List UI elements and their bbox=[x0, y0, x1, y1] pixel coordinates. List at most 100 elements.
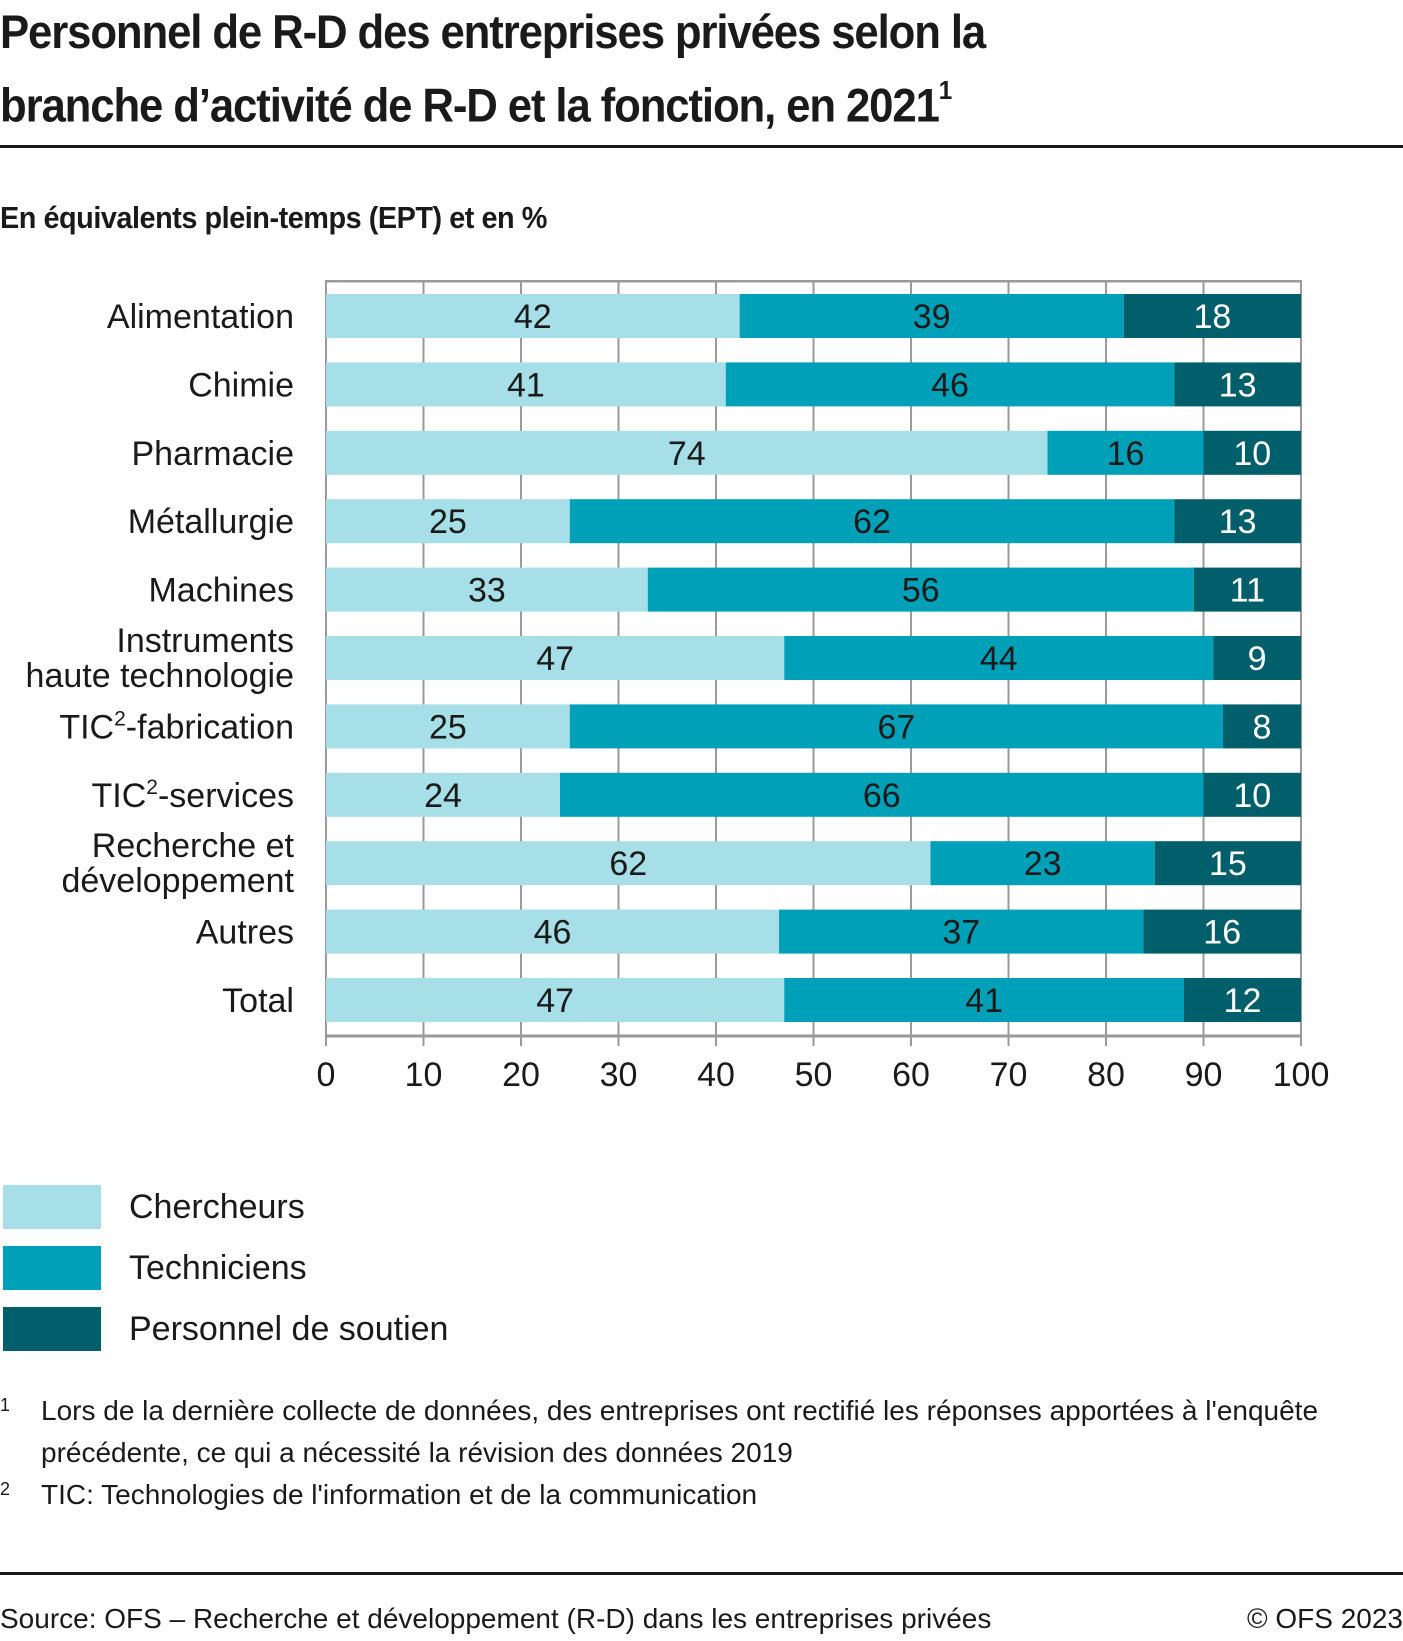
bars: 42 39 18 41 46 13 74 16 10 25 62 13 33 56 11 47 44 9 25 67 8… bbox=[326, 294, 1301, 1022]
category-label: Machines bbox=[148, 572, 294, 610]
data-label: 44 bbox=[980, 640, 1018, 678]
x-tick-label: 20 bbox=[502, 1056, 540, 1094]
footnote-1: 1 Lors de la dernière collecte de donnée… bbox=[0, 1390, 1403, 1474]
bar-segment bbox=[326, 499, 570, 544]
title-line-2: branche d’activité de R-D et la fonction… bbox=[0, 64, 1305, 138]
category-label: Chimie bbox=[188, 366, 294, 404]
legend-swatch-techniciens bbox=[3, 1246, 101, 1290]
bar-segment bbox=[725, 362, 1175, 407]
category-label: Total bbox=[222, 982, 294, 1020]
category-label: Instruments bbox=[116, 622, 294, 660]
bar-segment bbox=[739, 294, 1124, 338]
bar-segment bbox=[647, 567, 1194, 612]
bar-segment bbox=[326, 978, 785, 1022]
x-tick-label: 70 bbox=[990, 1056, 1028, 1094]
data-label: 41 bbox=[965, 982, 1003, 1020]
legend-label: Chercheurs bbox=[129, 1187, 305, 1226]
data-label: 9 bbox=[1248, 640, 1267, 678]
data-label: 67 bbox=[877, 708, 915, 746]
data-label: 33 bbox=[468, 572, 506, 610]
bar-segment bbox=[560, 772, 1204, 817]
data-label: 66 bbox=[863, 777, 901, 815]
bar-segment bbox=[326, 704, 570, 749]
x-tick-label: 50 bbox=[795, 1056, 833, 1094]
bar-segment bbox=[1193, 567, 1301, 612]
data-label: 18 bbox=[1193, 298, 1231, 336]
data-label: 41 bbox=[507, 366, 545, 404]
footnote-mark: 1 bbox=[0, 1395, 11, 1415]
data-label: 47 bbox=[536, 640, 574, 678]
x-tick-label: 60 bbox=[892, 1056, 930, 1094]
data-label: 11 bbox=[1230, 572, 1265, 610]
x-tick-label: 0 bbox=[317, 1056, 336, 1094]
x-axis: 0 10 20 30 40 50 60 70 80 90 100 bbox=[317, 1034, 1329, 1094]
chart-title: Personnel de R-D des entreprises privées… bbox=[0, 0, 1305, 138]
data-label: 12 bbox=[1224, 982, 1262, 1020]
data-label: 37 bbox=[942, 914, 980, 952]
bar-segment bbox=[569, 499, 1175, 544]
bar-segment bbox=[1174, 362, 1301, 407]
data-label: 46 bbox=[931, 366, 969, 404]
bar-segment bbox=[779, 909, 1144, 954]
data-label: 56 bbox=[902, 572, 940, 610]
x-tick-label: 80 bbox=[1087, 1056, 1125, 1094]
title-divider bbox=[0, 145, 1403, 148]
bar-segment bbox=[784, 636, 1214, 680]
title-line-1: Personnel de R-D des entreprises privées… bbox=[0, 5, 986, 58]
bar-segment bbox=[326, 772, 560, 817]
data-label: 62 bbox=[609, 845, 647, 883]
data-label: 23 bbox=[1024, 845, 1062, 883]
data-label: 15 bbox=[1209, 845, 1247, 883]
data-label: 74 bbox=[668, 435, 706, 473]
title-line-2-text: branche d’activité de R-D et la fonction… bbox=[0, 78, 940, 132]
legend: Chercheurs Techniciens Personnel de sout… bbox=[3, 1185, 448, 1368]
data-label: 8 bbox=[1253, 708, 1272, 746]
chart-subtitle: En équivalents plein-temps (EPT) et en % bbox=[0, 200, 547, 235]
x-tick-label: 10 bbox=[405, 1056, 443, 1094]
data-label: 16 bbox=[1203, 914, 1241, 952]
category-label: Recherche et bbox=[92, 827, 295, 865]
bar-segment bbox=[1047, 430, 1204, 475]
category-label: Autres bbox=[196, 914, 294, 952]
bar-segment bbox=[1203, 772, 1301, 817]
bar-segment bbox=[1123, 294, 1301, 338]
data-label: 10 bbox=[1233, 777, 1271, 815]
bar-segment bbox=[326, 636, 785, 680]
category-label: haute technologie bbox=[26, 657, 294, 695]
bar-segment bbox=[326, 362, 726, 407]
bar-segment bbox=[326, 294, 740, 338]
data-label: 42 bbox=[514, 298, 552, 336]
category-label: développement bbox=[61, 862, 294, 900]
data-label: 39 bbox=[913, 298, 951, 336]
data-label: 62 bbox=[853, 503, 891, 541]
title-footnote-mark: 1 bbox=[938, 75, 952, 105]
bar-segment bbox=[784, 978, 1184, 1022]
category-label: Pharmacie bbox=[131, 435, 294, 473]
data-label: 16 bbox=[1107, 435, 1145, 473]
category-label: TIC2-services bbox=[92, 776, 295, 815]
legend-swatch-personnel-de-soutien bbox=[3, 1307, 101, 1351]
footnote-text: Lors de la dernière collecte de données,… bbox=[41, 1395, 1319, 1468]
bar-segment bbox=[1223, 704, 1301, 749]
bar-segment bbox=[1203, 430, 1301, 475]
bar-segment bbox=[326, 430, 1048, 475]
data-label: 13 bbox=[1219, 366, 1257, 404]
bar-segment bbox=[1213, 636, 1301, 680]
stacked-bar-chart: 42 39 18 41 46 13 74 16 10 25 62 13 33 56 11 47 44 9 25 67 8… bbox=[26, 280, 1329, 1094]
data-label: 13 bbox=[1219, 503, 1257, 541]
data-label: 25 bbox=[429, 503, 467, 541]
data-label: 47 bbox=[536, 982, 574, 1020]
footnote-mark: 2 bbox=[0, 1479, 11, 1499]
data-label: 10 bbox=[1233, 435, 1271, 473]
legend-item-chercheurs: Chercheurs bbox=[3, 1185, 448, 1229]
legend-swatch-chercheurs bbox=[3, 1185, 101, 1229]
bar-segment bbox=[1143, 909, 1301, 954]
copyright-text: © OFS 2023 bbox=[1246, 1603, 1403, 1634]
legend-label: Techniciens bbox=[129, 1248, 307, 1287]
source-text: Source: OFS – Recherche et développement… bbox=[0, 1603, 992, 1634]
data-label: 46 bbox=[534, 914, 572, 952]
x-tick-label: 30 bbox=[600, 1056, 638, 1094]
bar-segment bbox=[569, 704, 1223, 749]
bar-segment bbox=[326, 567, 648, 612]
category-label: Métallurgie bbox=[128, 503, 294, 541]
